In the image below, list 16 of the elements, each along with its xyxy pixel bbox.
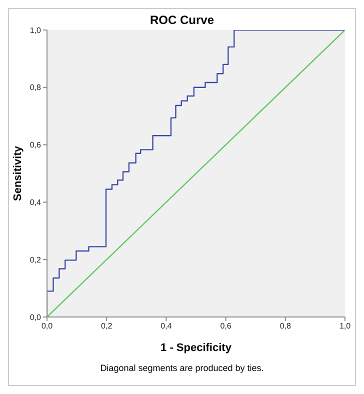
chart-title: ROC Curve — [148, 13, 215, 27]
x-tick-label: 0,8 — [280, 322, 292, 331]
x-tick-label: 0,2 — [101, 322, 113, 331]
y-tick-label: 0,0 — [30, 312, 42, 322]
x-tick-label: 0,6 — [220, 322, 232, 331]
x-tick-label: 0,4 — [160, 322, 172, 331]
x-tick-label: 1,0 — [339, 322, 352, 331]
x-axis-title: 1 - Specificity — [160, 342, 232, 354]
y-tick-label: 1,0 — [30, 26, 42, 35]
y-tick-label: 0,8 — [30, 83, 42, 92]
x-tick-label: 0,0 — [41, 322, 54, 331]
y-tick-label: 0,6 — [30, 140, 42, 150]
y-tick-label: 0,4 — [30, 198, 42, 208]
y-axis-title: Sensitivity — [12, 145, 24, 202]
y-tick-label: 0,2 — [30, 255, 42, 264]
text: Diagonal segments are produced by ties. — [99, 363, 265, 373]
